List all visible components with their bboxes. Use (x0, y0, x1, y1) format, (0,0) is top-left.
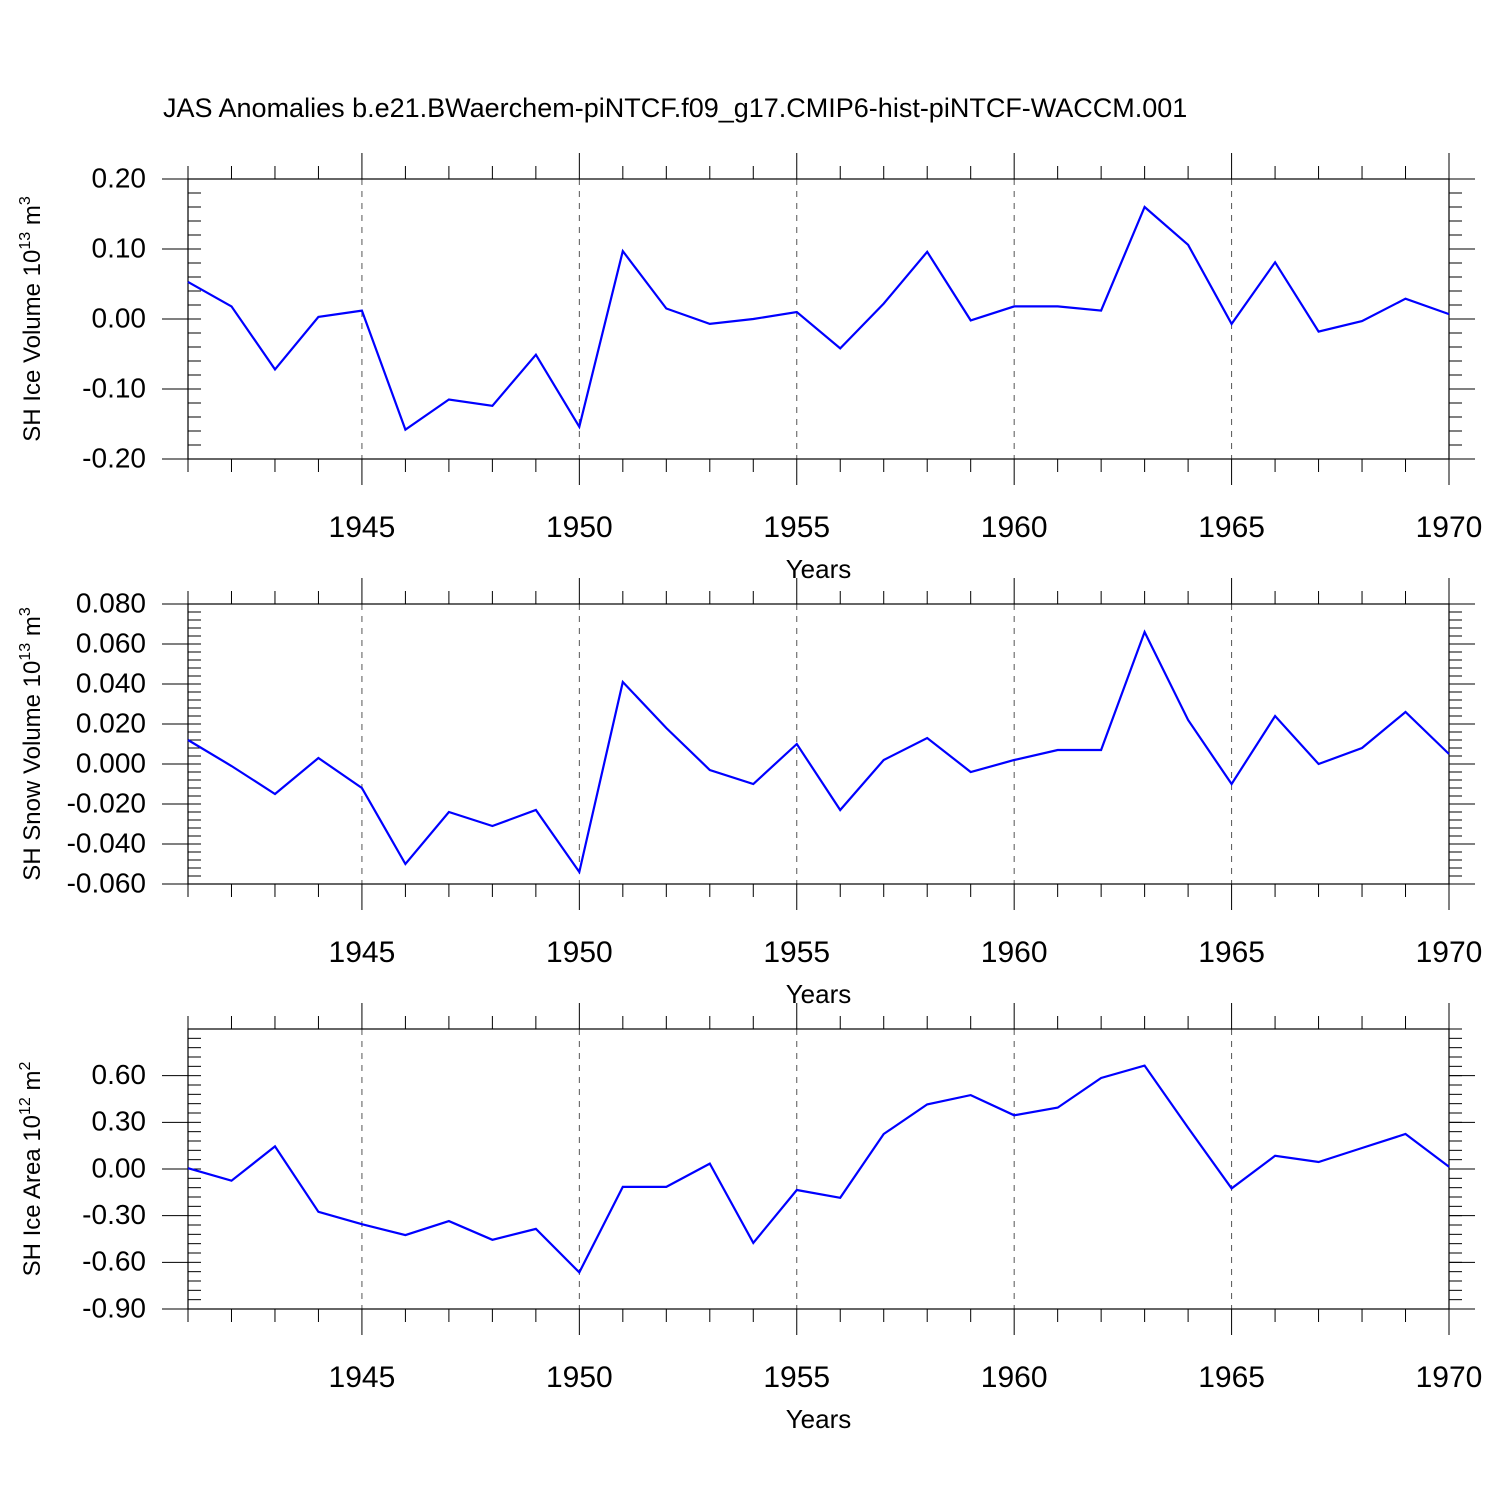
x-tick-label: 1965 (1198, 511, 1265, 544)
y-tick-label: 0.000 (76, 747, 146, 778)
y-tick-label: 0.060 (76, 627, 146, 658)
plot-frame (187, 603, 1450, 885)
y-tick-label: 0.00 (92, 302, 147, 333)
x-tick-label: 1960 (981, 1361, 1048, 1394)
panels: -0.20 -0.10 0.00 0.10 0.20 1945 1950 1955 1960 19… (17, 153, 1482, 1434)
x-tick-label: 1950 (546, 1361, 613, 1394)
y-tick-label: -0.040 (67, 827, 146, 858)
plot-frame (187, 1028, 1450, 1310)
x-tick-label: 1970 (1416, 511, 1483, 544)
x-tick-label: 1955 (763, 1361, 830, 1394)
x-tick-label: 1955 (763, 936, 830, 969)
x-tick-label: 1965 (1198, 1361, 1265, 1394)
x-tick-label: 1960 (981, 511, 1048, 544)
x-tick-label: 1950 (546, 936, 613, 969)
y-tick-label: -0.10 (82, 372, 146, 403)
x-tick-label: 1945 (329, 511, 396, 544)
y-tick-label: -0.20 (82, 442, 146, 473)
y-tick-label: -0.30 (82, 1199, 146, 1230)
x-axis-label: Years (786, 979, 852, 1009)
y-axis-label: SH Ice Volume 1013 m3 (17, 196, 46, 442)
x-tick-label: 1960 (981, 936, 1048, 969)
y-tick-label: 0.020 (76, 707, 146, 738)
x-tick-label: 1950 (546, 511, 613, 544)
y-tick-label: 0.10 (92, 232, 147, 263)
chart-panel-2: -0.060 -0.040 -0.020 0.000 0.020 0.040 0.060 0.… (17, 578, 1482, 1009)
x-tick-label: 1965 (1198, 936, 1265, 969)
plot-frame (187, 178, 1450, 460)
y-axis-label: SH Ice Area 1012 m2 (17, 1062, 46, 1277)
y-tick-label: 0.30 (92, 1106, 147, 1137)
y-tick-label: -0.020 (67, 787, 146, 818)
chart-panel-1: -0.20 -0.10 0.00 0.10 0.20 1945 1950 1955 1960 19… (17, 153, 1482, 584)
y-tick-label: 0.00 (92, 1152, 147, 1183)
y-tick-label: -0.060 (67, 867, 146, 898)
y-axis-label: SH Snow Volume 1013 m3 (17, 607, 46, 881)
y-tick-label: 0.080 (76, 587, 146, 618)
series-line (187, 205, 1450, 432)
x-axis-label: Years (786, 1404, 852, 1434)
y-tick-label: -0.60 (82, 1246, 146, 1277)
x-tick-label: 1970 (1416, 936, 1483, 969)
x-tick-label: 1945 (329, 1361, 396, 1394)
y-tick-label: 0.20 (92, 162, 147, 193)
chart-panel-3: -0.90 -0.60 -0.30 0.00 0.30 0.60 1945 1950 1955 1… (17, 1003, 1482, 1434)
series-line (187, 629, 1450, 875)
y-tick-label: 0.040 (76, 667, 146, 698)
x-axis-label: Years (786, 554, 852, 584)
x-tick-label: 1945 (329, 936, 396, 969)
y-tick-label: 0.60 (92, 1059, 147, 1090)
y-tick-label: -0.90 (82, 1292, 146, 1323)
x-tick-label: 1955 (763, 511, 830, 544)
series-line (187, 1064, 1450, 1275)
x-tick-label: 1970 (1416, 1361, 1483, 1394)
figure-title: JAS Anomalies b.e21.BWaerchem-piNTCF.f09… (163, 93, 1187, 123)
